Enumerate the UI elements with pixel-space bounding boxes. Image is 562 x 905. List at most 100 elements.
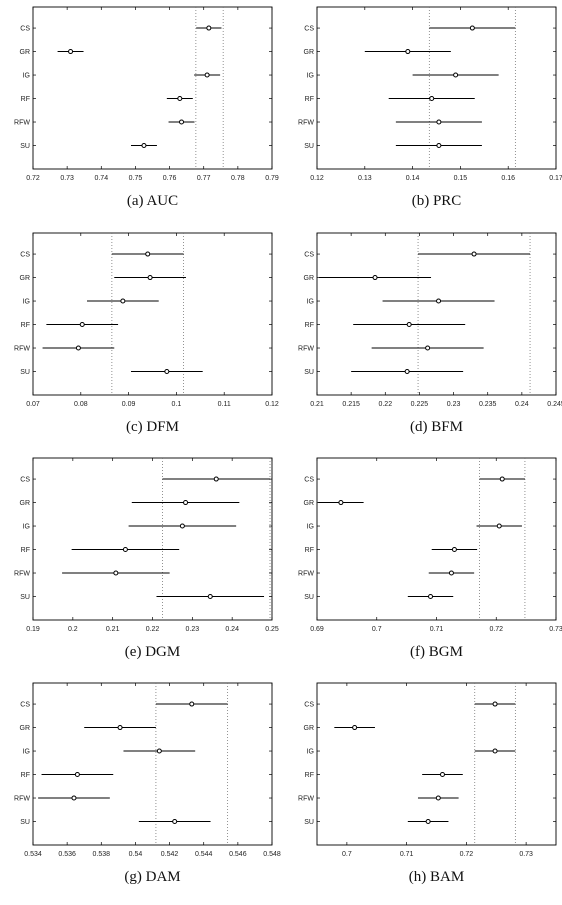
mean-marker (436, 119, 442, 125)
y-tick-label: RFW (298, 346, 314, 353)
x-tick-label: 0.13 (358, 175, 372, 182)
mean-marker (113, 570, 119, 576)
y-tick-label: RFW (298, 120, 314, 127)
mean-marker (68, 49, 74, 55)
y-tick-label: GR (304, 275, 315, 282)
x-tick-label: 0.19 (26, 626, 40, 633)
panel-caption: (d) BFM (410, 419, 463, 435)
y-tick-label: RFW (14, 796, 30, 803)
panel-caption: (b) PRC (411, 193, 462, 209)
x-tick-label: 0.07 (26, 401, 40, 408)
mean-marker (207, 594, 213, 600)
y-tick-label: CS (304, 702, 314, 709)
y-tick-label: IG (307, 73, 314, 80)
panel-caption: (h) BAM (408, 869, 465, 885)
x-tick-label: 0.78 (231, 175, 245, 182)
mean-marker (425, 345, 431, 351)
y-tick-label: IG (307, 299, 314, 306)
y-tick-label: RF (305, 96, 314, 103)
y-tick-label: SU (20, 594, 30, 601)
y-tick-label: IG (307, 749, 314, 756)
y-tick-label: RF (305, 772, 314, 779)
mean-marker (429, 96, 435, 102)
mean-marker (189, 701, 195, 707)
x-tick-label: 0.22 (146, 626, 160, 633)
mean-marker (435, 795, 441, 801)
y-tick-label: CS (304, 477, 314, 484)
y-tick-label: SU (304, 594, 314, 601)
x-tick-label: 0.538 (93, 851, 111, 858)
x-tick-label: 0.1 (172, 401, 182, 408)
y-tick-label: SU (304, 369, 314, 376)
x-tick-label: 0.2 (68, 626, 78, 633)
y-tick-label: IG (23, 299, 30, 306)
x-tick-label: 0.75 (129, 175, 143, 182)
x-tick-label: 0.73 (60, 175, 74, 182)
x-tick-label: 0.534 (24, 851, 42, 858)
y-tick-label: RFW (298, 571, 314, 578)
x-tick-label: 0.21 (106, 626, 120, 633)
plot-frame (32, 457, 273, 621)
x-tick-label: 0.546 (229, 851, 247, 858)
panel-caption: (f) BGM (410, 644, 463, 660)
y-tick-label: GR (304, 500, 315, 507)
x-tick-label: 0.21 (310, 401, 324, 408)
mean-marker (117, 725, 123, 731)
x-tick-label: 0.17 (549, 175, 562, 182)
x-tick-label: 0.235 (479, 401, 497, 408)
x-tick-label: 0.16 (501, 175, 515, 182)
x-tick-label: 0.71 (400, 851, 414, 858)
y-tick-label: RFW (298, 796, 314, 803)
mean-marker (469, 25, 475, 31)
mean-marker (492, 701, 498, 707)
x-tick-label: 0.23 (447, 401, 461, 408)
mean-marker (404, 369, 410, 375)
y-tick-label: IG (23, 749, 30, 756)
plot-frame (32, 232, 273, 396)
y-tick-label: CS (20, 252, 30, 259)
x-tick-label: 0.544 (195, 851, 213, 858)
plot-frame (32, 6, 273, 170)
mean-marker (338, 500, 344, 506)
y-tick-label: RF (305, 322, 314, 329)
mean-marker (406, 322, 412, 328)
x-tick-label: 0.79 (265, 175, 279, 182)
x-tick-label: 0.72 (26, 175, 40, 182)
mean-marker (405, 49, 411, 55)
y-tick-label: CS (304, 252, 314, 259)
mean-marker (499, 476, 505, 482)
x-tick-label: 0.542 (161, 851, 179, 858)
y-tick-label: RF (21, 96, 30, 103)
x-tick-label: 0.23 (186, 626, 200, 633)
plot-frame (32, 682, 273, 846)
y-tick-label: GR (20, 725, 31, 732)
x-tick-label: 0.72 (489, 626, 503, 633)
y-tick-label: SU (20, 143, 30, 150)
plot-frame (316, 232, 557, 396)
panel-caption: (a) AUC (126, 193, 179, 209)
y-tick-label: IG (23, 524, 30, 531)
mean-marker (120, 298, 126, 304)
x-tick-label: 0.12 (310, 175, 324, 182)
y-tick-label: CS (20, 702, 30, 709)
y-tick-label: SU (20, 369, 30, 376)
mean-marker (496, 523, 502, 529)
mean-marker (352, 725, 358, 731)
x-tick-label: 0.08 (74, 401, 88, 408)
plot-frame (316, 457, 557, 621)
panel-caption: (g) DAM (124, 869, 181, 885)
mean-marker (439, 772, 445, 778)
x-tick-label: 0.77 (197, 175, 211, 182)
mean-marker (145, 251, 151, 257)
y-tick-label: RF (21, 772, 30, 779)
y-tick-label: CS (20, 26, 30, 33)
x-tick-label: 0.72 (460, 851, 474, 858)
x-tick-label: 0.245 (547, 401, 562, 408)
y-tick-label: SU (304, 819, 314, 826)
mean-marker (75, 345, 81, 351)
panel-caption: (e) DGM (124, 644, 181, 660)
